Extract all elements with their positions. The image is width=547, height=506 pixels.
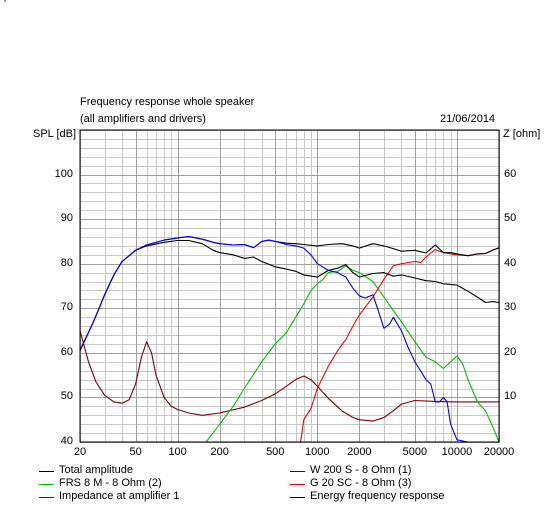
chart-title: Frequency response whole speaker (80, 96, 255, 108)
series-line (80, 265, 500, 443)
x-tick-label: 1000 (305, 446, 330, 458)
legend-swatch (290, 484, 305, 485)
x-tick-label: 10000 (441, 446, 473, 458)
plot-frame (79, 129, 500, 443)
x-tick-label: 5000 (402, 446, 428, 458)
y-tick-label: 100 (54, 167, 73, 180)
chart-subtitle: (all amplifiers and drivers) (80, 113, 206, 125)
y2-tick-label: 50 (504, 212, 517, 225)
left-axis-label: SPL [dB] (33, 128, 77, 140)
y-tick-label: 70 (60, 301, 73, 314)
y-tick-label: 60 (60, 345, 73, 358)
legend-swatch (39, 497, 54, 498)
plot-area (80, 130, 499, 442)
series-layer (79, 235, 500, 443)
legend-label: W 200 S - 8 Ohm (1) (310, 464, 412, 476)
series-line (79, 239, 500, 351)
y2-tick-label: 30 (504, 301, 517, 314)
y2-tick-label: 60 (504, 167, 517, 180)
legend-swatch (39, 484, 54, 485)
x-tick-label: 500 (266, 446, 285, 458)
y2-tick-label: 40 (504, 256, 517, 269)
legend-swatch (39, 471, 54, 472)
x-tick-label: 20 (73, 446, 87, 458)
y2-tick-label: 10 (504, 390, 517, 403)
legend-label: Impedance at amplifier 1 (59, 490, 180, 502)
corner-mark: ' (4, 0, 7, 10)
series-line (79, 235, 499, 443)
x-tick-label: 200 (210, 446, 229, 458)
y-tick-label: 40 (60, 435, 73, 447)
right-axis-label: Z [ohm] (503, 128, 541, 140)
y-tick-label: 80 (60, 256, 73, 269)
legend-swatch (290, 497, 305, 498)
legend-label: Energy frequency response (310, 490, 445, 502)
x-tick-label: 50 (129, 446, 142, 458)
x-tick-label: 20000 (483, 446, 515, 458)
x-tick-label: 100 (168, 446, 187, 458)
legend-swatch (290, 471, 305, 472)
chart-date: 21/06/2014 (440, 113, 496, 125)
y-tick-label: 90 (60, 212, 73, 225)
x-tick-label: 2000 (347, 446, 372, 458)
y-tick-label: 50 (60, 390, 73, 403)
y2-tick-label: 20 (504, 345, 517, 358)
legend-label: G 20 SC - 8 Ohm (3) (310, 477, 412, 489)
series-line (79, 330, 499, 422)
legend-label: Total amplitude (59, 464, 133, 476)
legend-label: FRS 8 M - 8 Ohm (2) (59, 477, 162, 489)
